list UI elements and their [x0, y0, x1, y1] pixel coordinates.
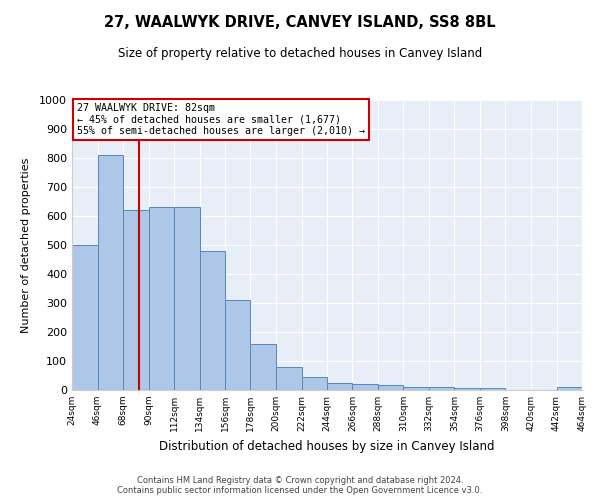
Y-axis label: Number of detached properties: Number of detached properties	[21, 158, 31, 332]
Text: Size of property relative to detached houses in Canvey Island: Size of property relative to detached ho…	[118, 48, 482, 60]
Bar	[123, 210, 149, 390]
Bar	[327, 383, 352, 390]
Bar	[352, 384, 378, 390]
Bar	[251, 344, 276, 390]
Bar	[480, 388, 505, 390]
Bar	[302, 377, 327, 390]
Text: Contains HM Land Registry data © Crown copyright and database right 2024.
Contai: Contains HM Land Registry data © Crown c…	[118, 476, 482, 495]
Bar	[225, 300, 251, 390]
Bar	[97, 155, 123, 390]
Text: 27, WAALWYK DRIVE, CANVEY ISLAND, SS8 8BL: 27, WAALWYK DRIVE, CANVEY ISLAND, SS8 8B…	[104, 15, 496, 30]
Bar	[174, 208, 199, 390]
Bar	[403, 386, 429, 390]
Bar	[199, 251, 225, 390]
Bar	[455, 388, 480, 390]
X-axis label: Distribution of detached houses by size in Canvey Island: Distribution of detached houses by size …	[159, 440, 495, 452]
Bar	[429, 387, 455, 390]
Bar	[276, 367, 302, 390]
Bar	[149, 208, 174, 390]
Bar	[557, 387, 582, 390]
Bar	[378, 385, 403, 390]
Text: 27 WAALWYK DRIVE: 82sqm
← 45% of detached houses are smaller (1,677)
55% of semi: 27 WAALWYK DRIVE: 82sqm ← 45% of detache…	[77, 103, 365, 136]
Bar	[72, 245, 97, 390]
